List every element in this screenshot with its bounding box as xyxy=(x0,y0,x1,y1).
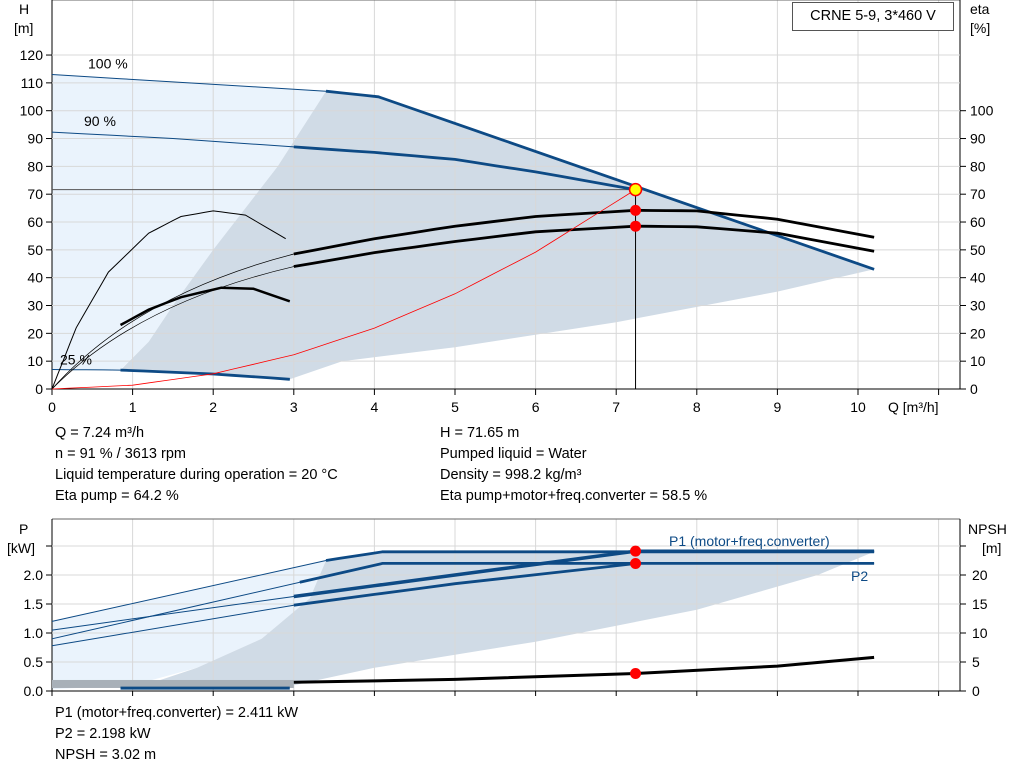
duty-point-p2 xyxy=(630,558,642,570)
y2-tick-label: 60 xyxy=(970,214,986,230)
y-tick-label: 50 xyxy=(27,242,43,258)
curve-p2-operating xyxy=(293,562,636,607)
y-tick-label: 80 xyxy=(27,158,43,174)
x-tick-label: 9 xyxy=(774,399,782,415)
x-tick-label: 2 xyxy=(209,399,217,415)
y-tick-label: 110 xyxy=(21,75,44,91)
x-tick-label: 10 xyxy=(850,399,866,415)
curve-label-head: 90 % xyxy=(84,113,116,129)
y2-axis-unit: [%] xyxy=(970,20,990,36)
curve-label-head-max: 100 % xyxy=(88,56,128,72)
y2-tick-label: 10 xyxy=(970,353,986,369)
eta-extension-line xyxy=(51,266,294,390)
y-tick-label: 90 xyxy=(27,131,43,147)
curve-eta-25-total xyxy=(119,286,291,327)
y-tick-label: 100 xyxy=(20,103,44,119)
y-axis-title: H xyxy=(19,1,29,17)
curve-eta-25-pump xyxy=(51,210,286,390)
curve-p2-max-operating xyxy=(299,562,875,584)
curve-label-head-min: 25 % xyxy=(60,352,92,368)
info-temperature: Liquid temperature during operation = 20… xyxy=(55,467,338,483)
info-p2: P2 = 2.198 kW xyxy=(55,726,151,742)
x-tick-label: 6 xyxy=(532,399,540,415)
x-tick-label: 0 xyxy=(48,399,56,415)
y2-tick-label: 5 xyxy=(972,654,980,670)
info-h: H = 71.65 m xyxy=(440,425,520,441)
curve-head-operating xyxy=(293,145,636,191)
low-speed-band xyxy=(52,679,294,688)
y-tick-label: 2.0 xyxy=(24,567,44,583)
duty-point-head xyxy=(628,182,643,197)
region-dark-bottom xyxy=(132,551,875,690)
y-axis-unit: [kW] xyxy=(7,540,35,556)
y-tick-label: 0 xyxy=(35,381,43,397)
curve-eta-total-operating xyxy=(293,224,875,268)
duty-point-eta-pump xyxy=(630,204,642,216)
duty-point-p1 xyxy=(630,545,642,557)
region-light-bottom xyxy=(52,560,326,690)
x-axis-label: Q [m³/h] xyxy=(888,399,939,415)
curve-eta-pump-operating xyxy=(293,208,875,256)
p1-label: P1 (motor+freq.converter) xyxy=(669,533,830,549)
info-top-right: H = 71.65 m Pumped liquid = Water Densit… xyxy=(440,423,707,507)
duty-point-npsh xyxy=(630,667,642,679)
y2-tick-label: 15 xyxy=(972,596,988,612)
info-eta-pump: Eta pump = 64.2 % xyxy=(55,488,179,504)
info-top-left: Q = 7.24 m³/h n = 91 % / 3613 rpm Liquid… xyxy=(55,423,338,507)
y-tick-label: 0.5 xyxy=(24,654,44,670)
y-tick-label: 60 xyxy=(27,214,43,230)
y-tick-label: 40 xyxy=(27,270,43,286)
y-tick-label: 10 xyxy=(27,353,43,369)
y2-axis-unit: [m] xyxy=(982,540,1001,556)
y2-tick-label: 100 xyxy=(970,103,994,119)
duty-point-eta-total xyxy=(630,220,642,232)
info-liquid: Pumped liquid = Water xyxy=(440,446,587,462)
y2-tick-label: 30 xyxy=(970,298,986,314)
y2-tick-label: 90 xyxy=(970,131,986,147)
y2-tick-label: 20 xyxy=(972,567,988,583)
info-eta-total: Eta pump+motor+freq.converter = 58.5 % xyxy=(440,488,708,504)
y2-tick-label: 70 xyxy=(970,186,986,202)
info-p1: P1 (motor+freq.converter) = 2.411 kW xyxy=(55,705,299,721)
y2-tick-label: 0 xyxy=(972,683,980,699)
y2-tick-label: 50 xyxy=(970,242,986,258)
info-npsh: NPSH = 3.02 m xyxy=(55,747,157,763)
info-q: Q = 7.24 m³/h xyxy=(55,425,145,441)
x-tick-label: 3 xyxy=(290,399,298,415)
curve-system-curve xyxy=(51,189,636,390)
info-density: Density = 998.2 kg/m³ xyxy=(440,467,582,483)
x-tick-label: 5 xyxy=(451,399,459,415)
x-tick-label: 4 xyxy=(371,399,379,415)
y-tick-label: 1.0 xyxy=(24,625,44,641)
y-tick-label: 30 xyxy=(27,298,43,314)
y-tick-label: 70 xyxy=(27,186,43,202)
y-tick-label: 0.0 xyxy=(24,683,44,699)
chart-title-box: CRNE 5-9, 3*460 V xyxy=(792,2,954,31)
x-tick-label: 8 xyxy=(693,399,701,415)
y2-axis-title: eta xyxy=(970,1,990,17)
y2-tick-label: 80 xyxy=(970,158,986,174)
y2-tick-label: 0 xyxy=(970,381,978,397)
info-speed: n = 91 % / 3613 rpm xyxy=(55,446,186,462)
y-axis-unit: [m] xyxy=(14,20,33,36)
x-tick-label: 1 xyxy=(129,399,137,415)
y-tick-label: 120 xyxy=(20,47,44,63)
y-axis-title: P xyxy=(19,521,28,537)
p2-label: P2 xyxy=(851,568,868,584)
chart-title: CRNE 5-9, 3*460 V xyxy=(810,8,936,24)
info-bottom: P1 (motor+freq.converter) = 2.411 kW P2 … xyxy=(55,703,298,766)
y2-tick-label: 40 xyxy=(970,270,986,286)
y-tick-label: 20 xyxy=(27,325,43,341)
y2-axis-title: NPSH xyxy=(968,521,1007,537)
y2-tick-label: 20 xyxy=(970,325,986,341)
y-tick-label: 1.5 xyxy=(24,596,44,612)
y2-tick-label: 10 xyxy=(972,625,988,641)
x-tick-label: 7 xyxy=(612,399,620,415)
